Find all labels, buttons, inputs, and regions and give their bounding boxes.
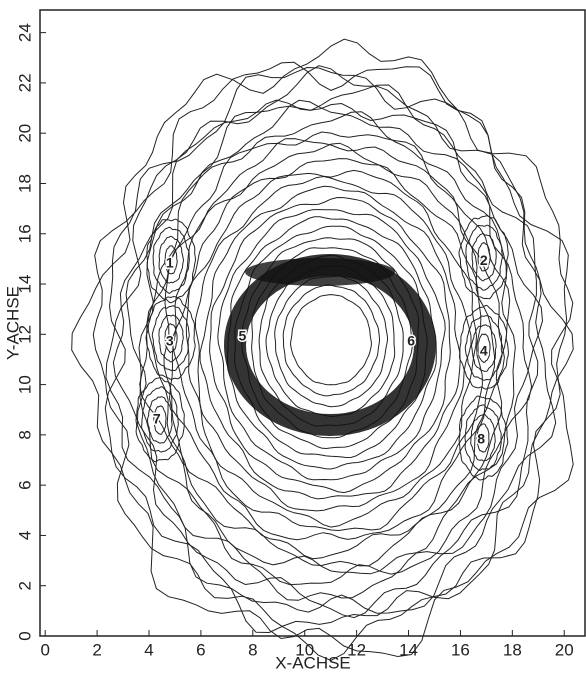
- y-tick-label: 12: [15, 325, 34, 344]
- y-tick-label: 6: [15, 480, 34, 489]
- contour: [266, 266, 395, 417]
- chart: X-ACHSE Y-ACHSE 024681012141618200246810…: [0, 0, 586, 678]
- peak-label: 5: [239, 328, 247, 344]
- contour: [291, 295, 372, 385]
- page: {"chart_data": {"type": "contour", "x_la…: [0, 0, 586, 678]
- peak-label: 6: [407, 333, 415, 349]
- x-tick-label: 6: [196, 640, 205, 659]
- y-tick-label: 10: [15, 375, 34, 394]
- y-axis-label: Y-ACHSE: [3, 286, 22, 360]
- x-tick-label: 10: [295, 640, 314, 659]
- x-tick-label: 18: [503, 640, 522, 659]
- contour: [113, 85, 537, 618]
- peak-label: 4: [480, 343, 488, 359]
- y-tick-label: 2: [15, 581, 34, 590]
- y-tick-label: 16: [15, 224, 34, 243]
- x-tick-label: 0: [40, 640, 49, 659]
- contour: [283, 285, 379, 396]
- y-tick-label: 8: [15, 430, 34, 439]
- peak-label: 8: [477, 431, 485, 447]
- y-tick-label: 14: [15, 275, 34, 294]
- peak-label: 2: [480, 252, 488, 268]
- contour-lines: [72, 39, 574, 660]
- peak-label: 1: [166, 255, 174, 271]
- contour: [275, 276, 388, 407]
- x-tick-label: 8: [248, 640, 257, 659]
- x-tick-label: 2: [92, 640, 101, 659]
- y-tick-label: 18: [15, 174, 34, 193]
- contour: [164, 139, 504, 559]
- dark-ring: [235, 265, 425, 425]
- y-tick-label: 0: [15, 631, 34, 640]
- dark-band: [245, 258, 395, 286]
- x-tick-label: 16: [451, 640, 470, 659]
- y-tick-label: 24: [15, 23, 34, 42]
- peak-label: 7: [153, 410, 161, 426]
- y-tick-label: 20: [15, 124, 34, 143]
- peak-label: 3: [166, 333, 174, 349]
- y-tick-label: 22: [15, 73, 34, 92]
- y-tick-label: 4: [15, 531, 34, 540]
- x-tick-label: 4: [144, 640, 153, 659]
- x-tick-label: 14: [399, 640, 418, 659]
- x-tick-label: 20: [555, 640, 574, 659]
- x-tick-label: 12: [347, 640, 366, 659]
- contour: [140, 112, 516, 574]
